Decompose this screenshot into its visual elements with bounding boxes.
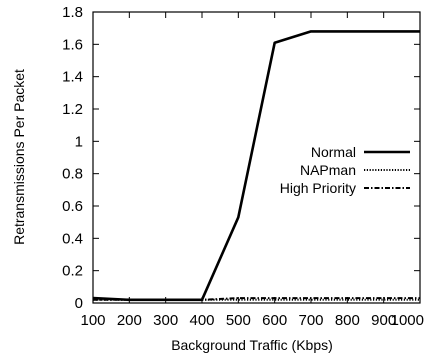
x-tick-label: 800	[335, 312, 360, 329]
y-tick-label: 0.4	[62, 230, 83, 247]
series-line-normal	[92, 30, 420, 302]
axis-ticks: 0 0.2 0.4 0.6 0.8 1 1.2 1.4 1.6 1.8 100 200 300 400 50…	[62, 4, 424, 329]
x-tick-label: 400	[189, 312, 214, 329]
y-tick-label: 1.8	[62, 4, 83, 21]
series-line-high-priority	[93, 297, 420, 301]
y-tick-label: 0.8	[62, 166, 83, 183]
x-tick-label: 100	[80, 312, 105, 329]
x-tick-label: 600	[262, 312, 287, 329]
y-tick-label: 0	[75, 295, 83, 312]
x-tick-label: 300	[153, 312, 178, 329]
x-tick-label: 1000	[391, 312, 424, 329]
y-tick-label: 1.6	[62, 36, 83, 53]
y-axis-label: Retransmissions Per Packet	[11, 69, 27, 245]
x-axis-label: Background Traffic (Kbps)	[171, 337, 333, 353]
legend-label: High Priority	[280, 180, 356, 196]
x-tick-label: 500	[226, 312, 251, 329]
x-tick-label: 700	[298, 312, 323, 329]
y-tick-label: 1.4	[62, 69, 83, 86]
x-tick-label: 200	[117, 312, 142, 329]
y-tick-label: 1	[75, 133, 83, 150]
plot-frame	[92, 11, 421, 304]
y-tick-label: 1.2	[62, 101, 83, 118]
x-tick-label: 900	[371, 312, 396, 329]
legend-label: NAPman	[300, 162, 356, 178]
y-tick-label: 0.2	[62, 263, 83, 280]
legend: Normal NAPman High Priority	[280, 144, 410, 196]
plot-area	[92, 11, 421, 304]
y-tick-label: 0.6	[62, 198, 83, 215]
series-lines	[92, 30, 420, 302]
legend-label: Normal	[311, 144, 356, 160]
